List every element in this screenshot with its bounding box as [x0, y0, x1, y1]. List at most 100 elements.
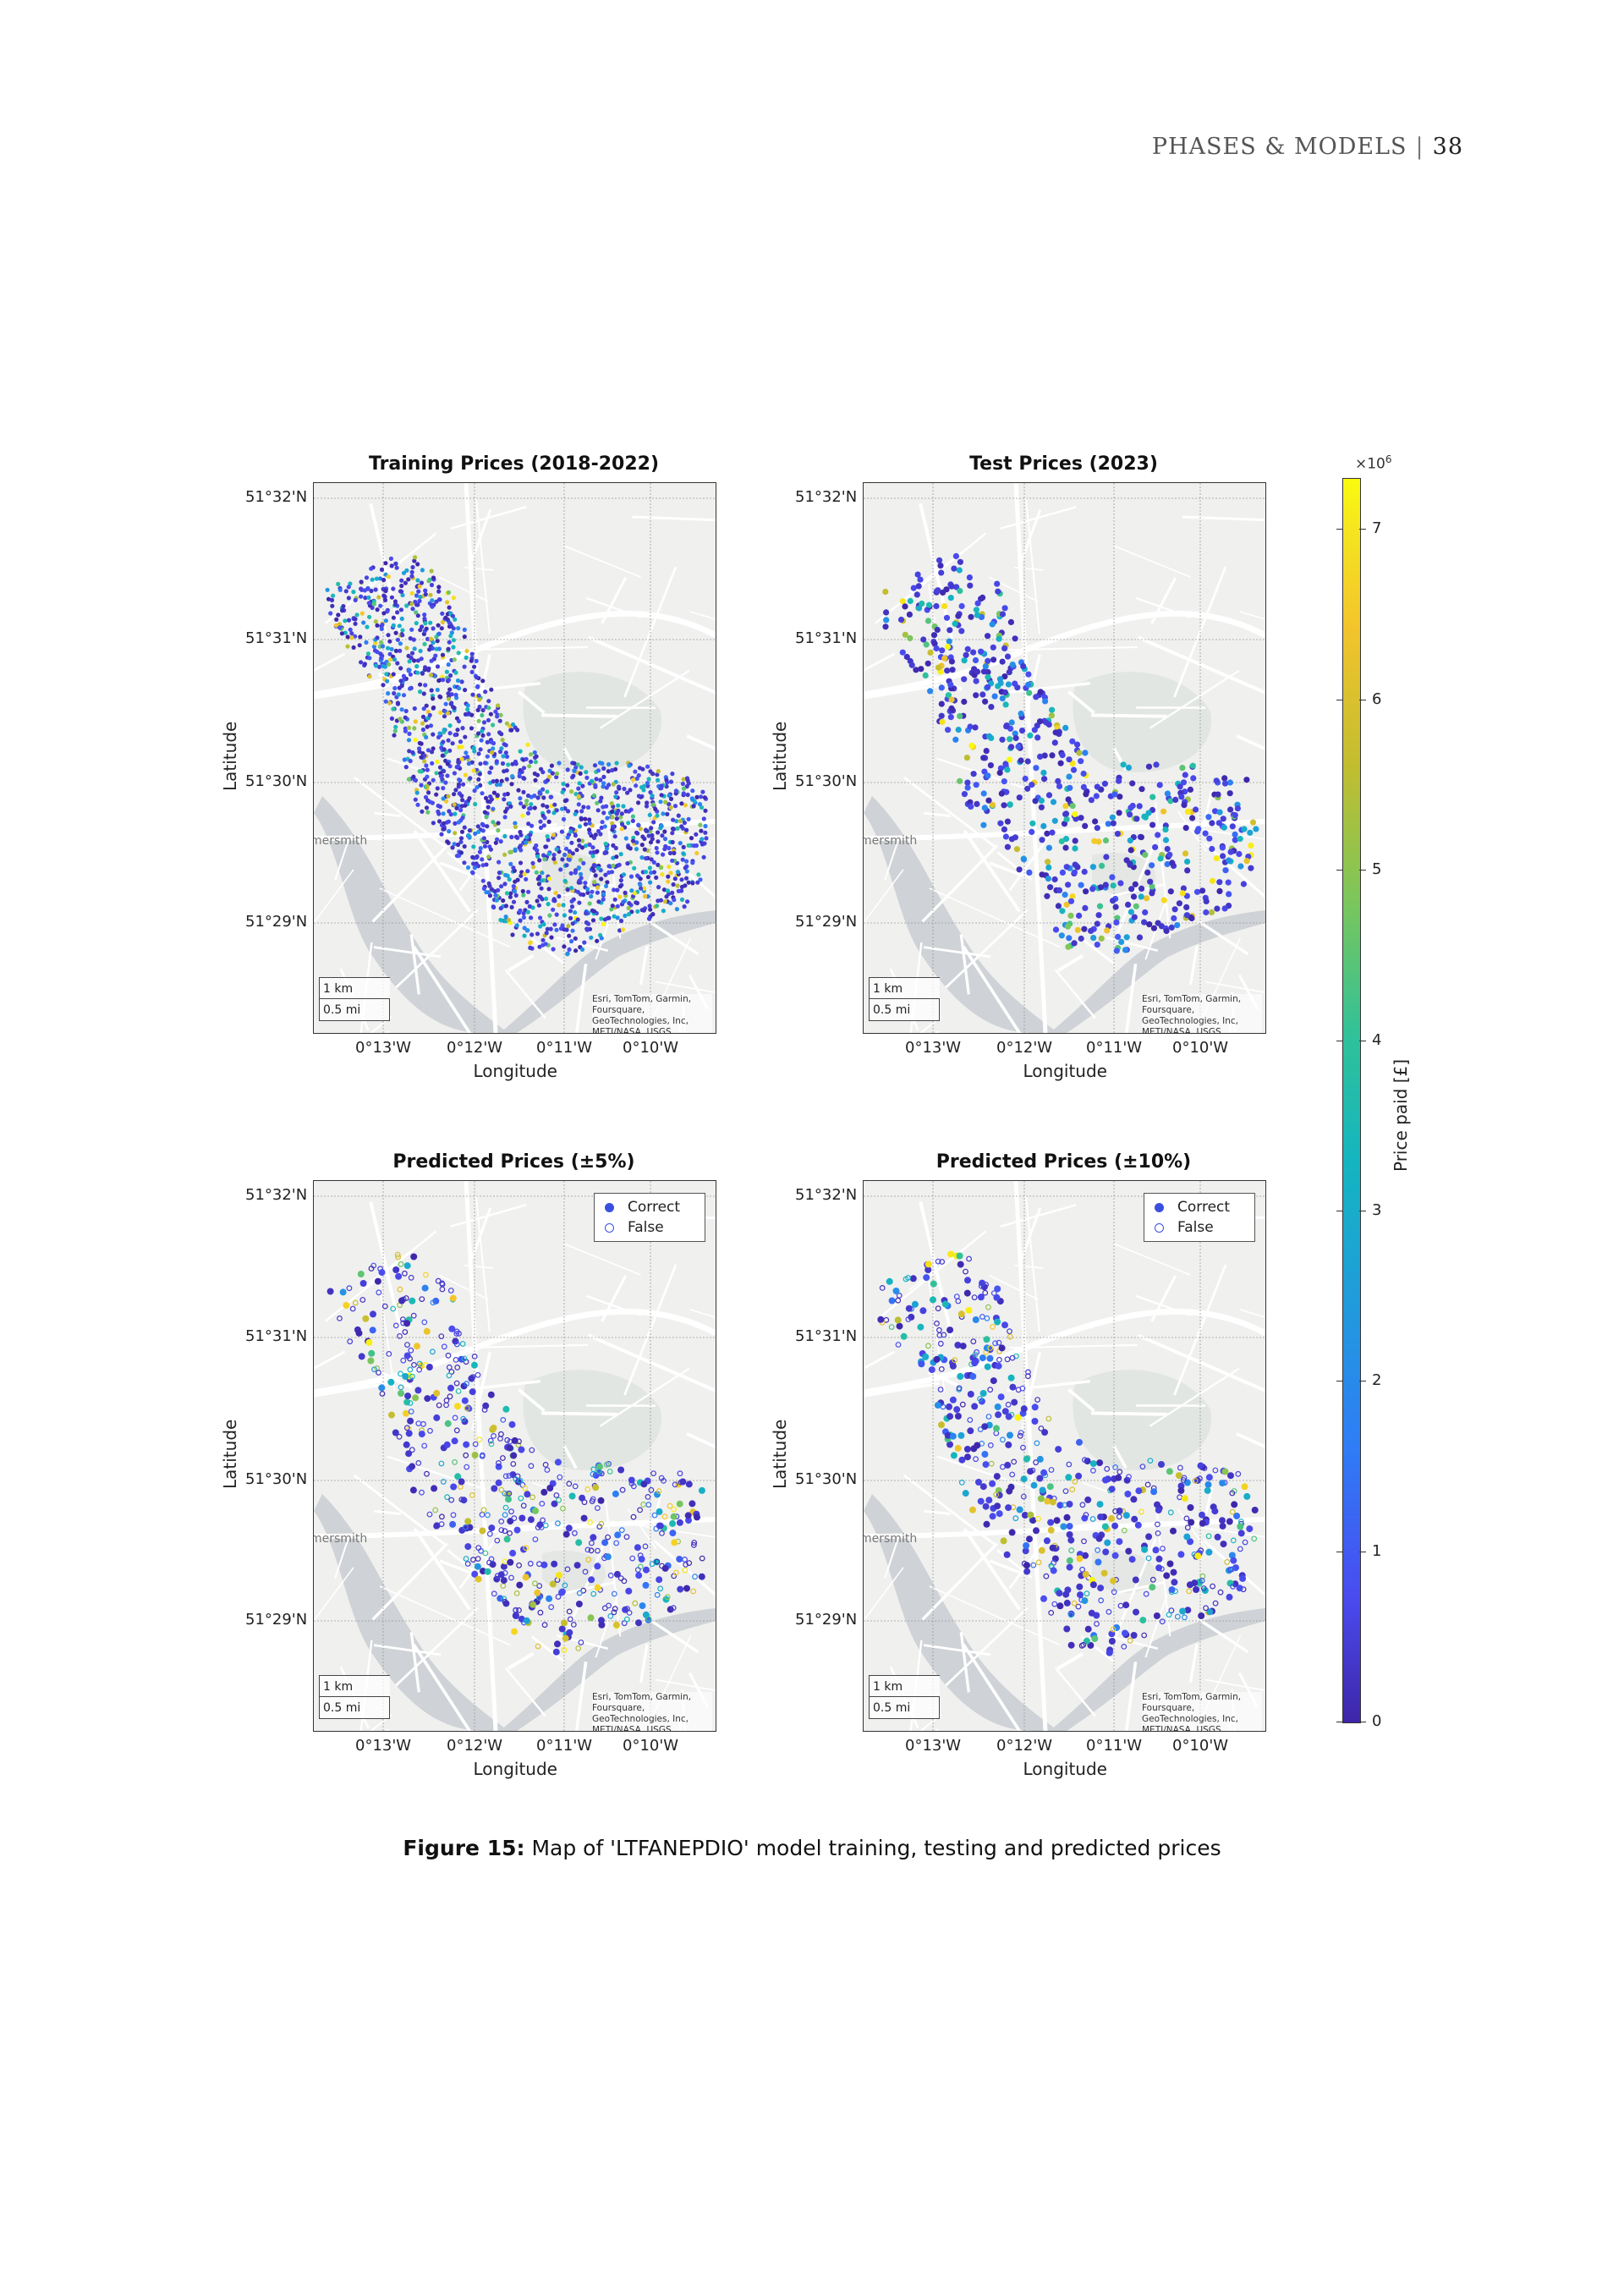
price-point	[1200, 1585, 1207, 1591]
price-point	[1138, 1508, 1144, 1515]
price-point	[348, 627, 353, 632]
price-point	[1003, 1551, 1011, 1558]
price-point	[395, 1254, 401, 1261]
price-point	[508, 891, 513, 896]
price-point	[420, 727, 425, 733]
price-point	[462, 860, 467, 865]
price-point	[432, 1297, 440, 1305]
price-point	[656, 1576, 663, 1584]
price-point	[668, 796, 674, 801]
price-point	[353, 621, 358, 626]
price-point	[482, 810, 487, 815]
price-point	[1083, 791, 1089, 798]
price-point	[999, 611, 1007, 618]
price-point	[1108, 1638, 1116, 1645]
price-point	[637, 1507, 644, 1513]
price-point	[486, 890, 491, 895]
price-point	[1048, 1610, 1055, 1616]
filled-circle-icon	[1155, 1202, 1164, 1212]
price-point	[990, 1377, 997, 1385]
price-point	[429, 582, 435, 588]
price-point	[1018, 728, 1026, 734]
price-point	[1212, 1600, 1219, 1607]
price-point	[595, 885, 601, 890]
price-point	[672, 850, 677, 855]
price-point	[502, 1528, 508, 1535]
price-point	[419, 656, 424, 662]
price-point	[983, 1336, 990, 1343]
price-point	[679, 897, 685, 902]
price-point	[1150, 925, 1157, 931]
price-point	[349, 631, 354, 636]
price-point	[528, 941, 533, 946]
price-point	[643, 827, 649, 832]
price-point	[641, 886, 647, 891]
price-point	[1026, 1535, 1033, 1543]
price-point	[969, 1506, 976, 1513]
price-point	[1053, 1517, 1061, 1524]
price-point	[447, 748, 453, 753]
price-point	[941, 1300, 949, 1308]
price-point	[378, 603, 383, 608]
price-point	[1184, 808, 1191, 815]
price-point	[599, 795, 604, 800]
price-point	[399, 1316, 406, 1323]
price-point	[1070, 766, 1078, 773]
price-point	[488, 847, 493, 852]
price-point	[527, 1516, 535, 1524]
price-point	[474, 658, 479, 663]
price-point	[389, 563, 394, 569]
price-point	[956, 567, 963, 574]
price-point	[973, 1456, 979, 1463]
price-point	[924, 618, 932, 624]
price-point	[480, 712, 485, 718]
price-point	[1202, 830, 1209, 837]
price-point	[1008, 719, 1015, 726]
section-title: PHASES & MODELS	[1151, 134, 1407, 160]
price-point	[930, 632, 938, 639]
price-point	[634, 783, 639, 788]
y-tick-label: 51°32'N	[795, 1186, 858, 1204]
map-attribution: Esri, TomTom, Garmin, Foursquare, GeoTec…	[1142, 994, 1262, 1033]
price-point	[424, 1395, 431, 1403]
price-point	[627, 901, 632, 906]
price-point	[442, 768, 447, 774]
price-point	[400, 633, 405, 638]
price-point	[497, 1571, 505, 1579]
price-point	[1162, 837, 1170, 843]
price-point	[1089, 886, 1096, 893]
price-point	[440, 619, 445, 625]
price-point	[670, 890, 675, 895]
price-point	[530, 860, 535, 865]
price-point	[565, 952, 570, 957]
price-point	[1171, 915, 1177, 922]
price-point	[551, 947, 556, 952]
price-point	[1157, 855, 1164, 862]
price-point	[671, 1539, 678, 1546]
price-point	[391, 623, 396, 628]
price-point	[603, 1461, 610, 1468]
price-point	[1001, 1321, 1008, 1329]
price-point	[977, 1497, 985, 1505]
price-point	[393, 561, 398, 566]
price-point	[551, 907, 556, 912]
price-point	[1193, 806, 1199, 813]
price-point	[418, 628, 423, 633]
price-point	[1241, 1483, 1248, 1491]
price-point	[498, 906, 503, 911]
price-point	[618, 1527, 625, 1534]
price-point	[331, 593, 336, 598]
price-point	[420, 721, 425, 726]
price-point	[388, 1411, 395, 1419]
price-point	[1177, 1486, 1185, 1494]
price-point	[373, 663, 379, 668]
price-point	[466, 711, 471, 716]
price-point	[441, 1343, 447, 1350]
price-point	[1144, 1481, 1151, 1488]
price-point	[615, 915, 620, 920]
price-point	[1117, 1602, 1124, 1609]
price-point	[378, 1269, 386, 1277]
price-point	[917, 576, 924, 583]
price-point	[453, 617, 458, 622]
price-point	[477, 704, 482, 710]
